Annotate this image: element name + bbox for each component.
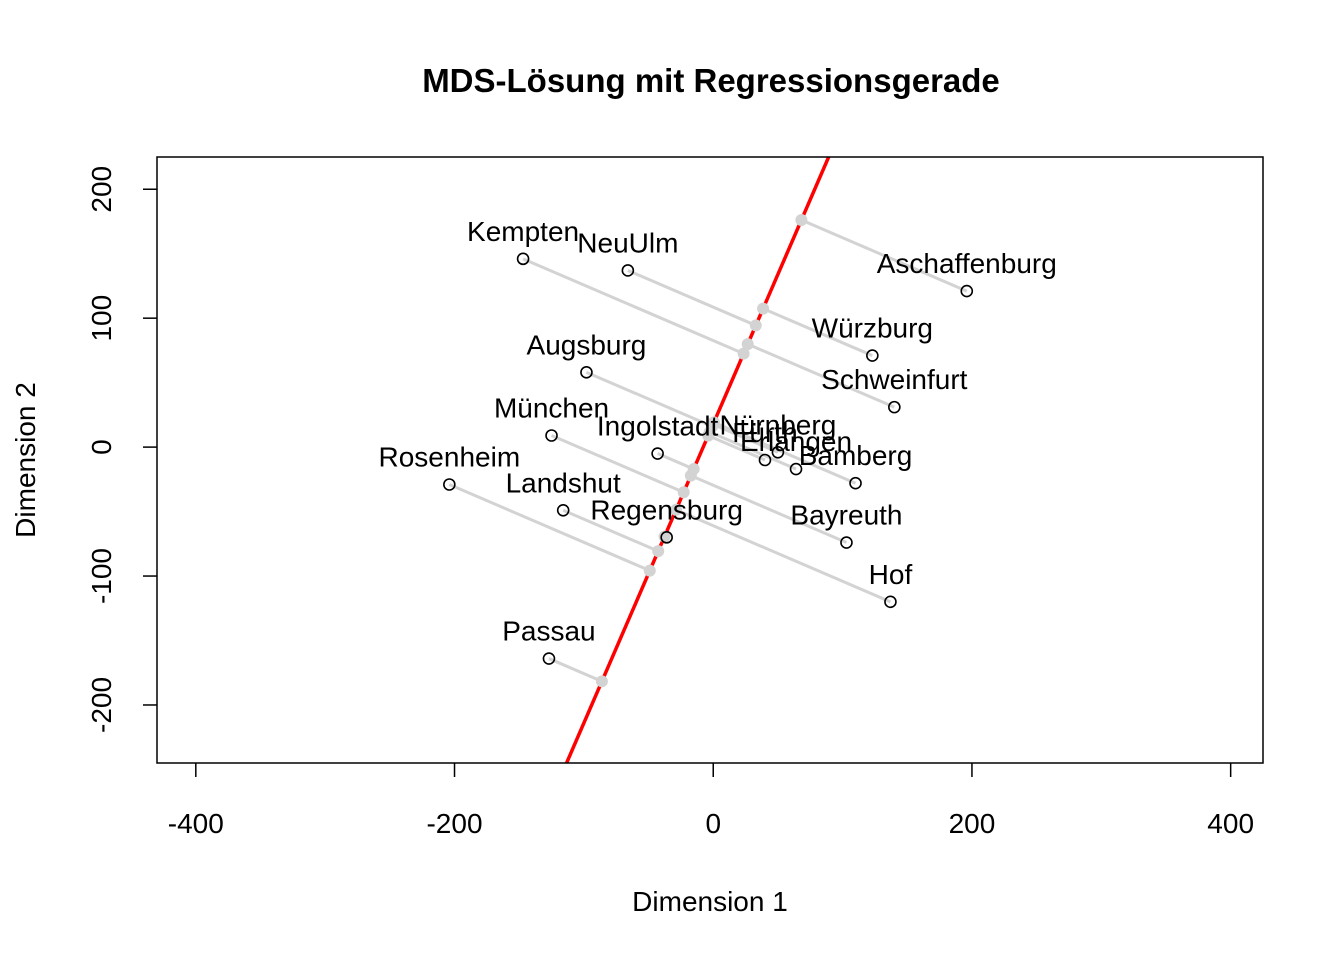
- y-axis-label: Dimension 2: [10, 382, 41, 538]
- x-tick-label: -200: [426, 808, 482, 839]
- point-label: Kempten: [467, 216, 579, 247]
- data-point: [556, 503, 570, 517]
- projection-line: [585, 370, 713, 428]
- data-point: [884, 595, 897, 609]
- point-label: Bamberg: [799, 440, 913, 471]
- projection-line: [690, 474, 848, 544]
- point-label: Erlangen: [740, 426, 852, 457]
- point-label: Bayreuth: [790, 500, 902, 531]
- projection-line: [712, 423, 779, 454]
- data-point: [660, 531, 673, 544]
- point-label: Regensburg: [590, 494, 743, 525]
- projection-line: [657, 452, 695, 471]
- projection-line: [562, 508, 659, 553]
- x-tick-label: -400: [168, 808, 224, 839]
- projection-line: [548, 657, 603, 683]
- point-label: Landshut: [506, 467, 621, 498]
- data-point: [580, 366, 593, 379]
- projection-line: [707, 434, 766, 462]
- projection-line: [448, 483, 651, 572]
- y-tick-label: -100: [86, 548, 117, 604]
- data-point: [516, 252, 530, 266]
- projection-line: [550, 434, 685, 494]
- projected-point: [670, 503, 683, 516]
- projection-line: [713, 420, 857, 485]
- point-label: Nürnberg: [720, 409, 837, 440]
- data-point: [888, 400, 901, 414]
- point-label: NeuUlm: [577, 227, 678, 258]
- point-label: Fürth: [732, 417, 797, 448]
- projected-point: [707, 416, 720, 429]
- y-tick-label: -200: [86, 677, 117, 733]
- y-tick-label: 0: [86, 439, 117, 455]
- data-point: [542, 652, 556, 665]
- data-point: [960, 284, 974, 298]
- projection-line: [747, 342, 895, 409]
- point-label: Würzburg: [812, 313, 933, 344]
- x-tick-label: 0: [705, 808, 721, 839]
- projected-point: [684, 469, 697, 482]
- regression-line: [564, 157, 831, 763]
- projection-line: [522, 257, 745, 355]
- data-point: [771, 445, 785, 459]
- projected-point: [757, 302, 770, 315]
- projected-point: [677, 486, 690, 499]
- data-point: [789, 462, 803, 476]
- point-label: Ingolstadt: [597, 411, 719, 442]
- data-point: [840, 536, 853, 549]
- projection-line: [800, 218, 968, 293]
- point-label: Aschaffenburg: [877, 248, 1057, 279]
- data-point: [443, 478, 456, 491]
- x-tick-label: 400: [1207, 808, 1254, 839]
- point-label: Schweinfurt: [821, 364, 968, 395]
- projected-point: [643, 564, 656, 577]
- point-label: München: [494, 393, 609, 424]
- projection-line: [709, 430, 797, 471]
- data-point: [621, 264, 635, 277]
- x-tick-label: 200: [949, 808, 996, 839]
- point-label: Hof: [869, 559, 913, 590]
- y-tick-label: 100: [86, 295, 117, 342]
- data-point: [545, 429, 558, 442]
- chart-title: MDS-Lösung mit Regressionsgerade: [422, 62, 1000, 99]
- x-axis-label: Dimension 1: [632, 886, 788, 917]
- projected-point: [595, 675, 608, 688]
- projected-point: [737, 347, 750, 360]
- data-point: [849, 476, 862, 490]
- data-point: [758, 453, 772, 467]
- projected-point: [703, 425, 716, 438]
- projection-line: [675, 508, 892, 604]
- y-tick-label: 200: [86, 166, 117, 213]
- projected-point: [652, 545, 665, 558]
- plot-frame: [156, 156, 1264, 764]
- data-point: [866, 349, 879, 362]
- projected-point: [749, 319, 762, 332]
- projected-point: [795, 214, 808, 227]
- point-label: Rosenheim: [379, 441, 521, 472]
- projected-point: [741, 338, 754, 351]
- projection-line: [627, 269, 757, 327]
- data-point: [651, 447, 664, 460]
- point-label: Augsburg: [527, 329, 647, 360]
- projection-line: [762, 307, 873, 357]
- point-label: Passau: [502, 616, 595, 647]
- axis-ticks: -400 -200 0 200 400 -200 -100 0 100 200: [86, 166, 1254, 839]
